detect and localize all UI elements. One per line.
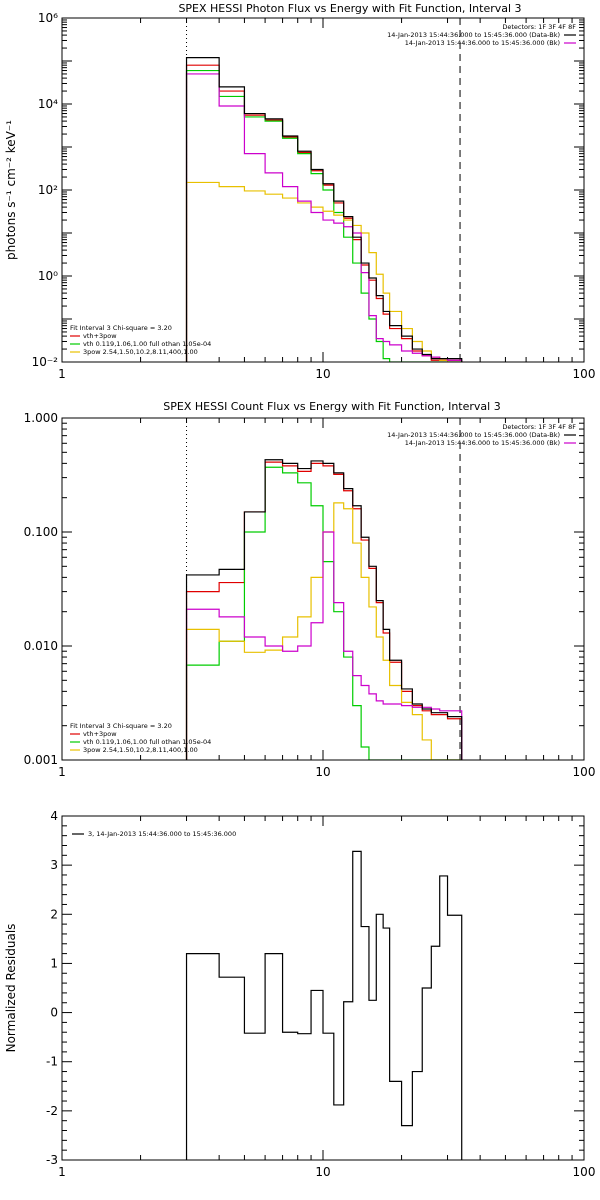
plot-frame (61, 17, 585, 363)
x-tick-label: 1 (58, 765, 66, 779)
y-tick-label: 2 (50, 907, 58, 921)
panel-count-flux: SPEX HESSI Count Flux vs Energy with Fit… (24, 400, 596, 779)
plot-frame (61, 417, 585, 761)
y-tick-label: 10⁶ (38, 11, 58, 25)
legend-detectors: Detectors: 1F 3F 4F 8F (502, 23, 576, 31)
photon-flux-plot: 1 10 100 10⁻² 10⁰ 10² 10⁴ 10⁶ photons s⁻¹ cm⁻² k… (4, 11, 595, 381)
plot-frame (61, 815, 585, 1161)
y-tick-label: 0.001 (24, 753, 58, 767)
y-tick-label: 10⁴ (38, 97, 58, 111)
series-line-vth (185, 69, 462, 362)
chart-title: SPEX HESSI Photon Flux vs Energy with Fi… (178, 2, 521, 15)
y-tick-label: 10² (38, 183, 58, 197)
x-tick-label: 10 (315, 765, 330, 779)
legend-label: 14-Jan-2013 15:44:36.000 to 15:45:36.000… (387, 31, 560, 39)
series-line-vth-3pow (185, 461, 463, 760)
y-tick-label: -2 (46, 1104, 58, 1118)
x-tick-label: 10 (315, 1165, 330, 1179)
count-flux-plot: 1 10 100 0.001 0.010 0.100 1.000 Detectors: 1F … (24, 411, 596, 779)
legend-label: vth+3pow (83, 332, 117, 340)
panel-residuals: 1 10 100 -3 -2 -1 0 1 2 3 4 Normalized Residuals 3, … (4, 809, 595, 1179)
series-line-vth-3pow (185, 64, 463, 362)
y-tick-label: 1 (50, 956, 58, 970)
y-tick-label: 0.100 (24, 525, 58, 539)
y-tick-label: 10⁰ (38, 269, 58, 283)
x-tick-label: 100 (573, 1165, 596, 1179)
x-tick-label: 1 (58, 1165, 66, 1179)
x-tick-label: 100 (573, 765, 596, 779)
legend-label: vth 0.119,1.06,1.00 full othan 1.05e-04 (83, 340, 211, 348)
legend-label: 14-Jan-2013 15:44:36.000 to 15:45:36.000… (405, 39, 560, 47)
y-tick-label: 10⁻² (32, 355, 59, 369)
series-line-bk (185, 73, 463, 362)
y-tick-label: 4 (50, 809, 58, 823)
legend-label: vth+3pow (83, 730, 117, 738)
y-tick-label: 0.010 (24, 639, 58, 653)
legend-fit-header: Fit Interval 3 Chi-square = 3.20 (70, 324, 172, 332)
series-line-3-14-jan-2013-15-44-36-000-to-15-45-36-000 (185, 850, 463, 1160)
legend-label: 3pow 2.54,1.50,10.2,8.11,400,1.00 (83, 348, 198, 356)
residuals-plot: 1 10 100 -3 -2 -1 0 1 2 3 4 Normalized Residuals 3, … (4, 809, 595, 1179)
series-line-data-bk (185, 57, 463, 362)
x-tick-label: 1 (58, 367, 66, 381)
legend-label: 3pow 2.54,1.50,10.2,8.11,400,1.00 (83, 746, 198, 754)
y-axis-label: photons s⁻¹ cm⁻² keV⁻¹ (4, 120, 18, 260)
legend-fit-header: Fit Interval 3 Chi-square = 3.20 (70, 722, 172, 730)
x-tick-label: 100 (573, 367, 596, 381)
series-line-vth (185, 466, 462, 760)
y-axis-label: Normalized Residuals (4, 924, 18, 1053)
legend-label: 14-Jan-2013 15:44:36.000 to 15:45:36.000… (405, 439, 560, 447)
x-tick-label: 10 (315, 367, 330, 381)
series-line-bk (185, 531, 463, 760)
series-line-data-bk (185, 459, 463, 760)
y-tick-label: -1 (46, 1055, 58, 1069)
y-tick-label: 3 (50, 858, 58, 872)
series-line-3pow (185, 502, 462, 760)
series-line-3pow (185, 181, 462, 362)
legend-label: 3, 14-Jan-2013 15:44:36.000 to 15:45:36.… (88, 830, 236, 838)
chart-title: SPEX HESSI Count Flux vs Energy with Fit… (163, 400, 500, 413)
y-tick-label: -3 (46, 1153, 58, 1167)
y-tick-label: 0 (50, 1006, 58, 1020)
legend-label: 14-Jan-2013 15:44:36.000 to 15:45:36.000… (387, 431, 560, 439)
legend-label: vth 0.119,1.06,1.00 full othan 1.05e-04 (83, 738, 211, 746)
panel-photon-flux: SPEX HESSI Photon Flux vs Energy with Fi… (4, 2, 595, 381)
y-tick-label: 1.000 (24, 411, 58, 425)
legend-detectors: Detectors: 1F 3F 4F 8F (502, 423, 576, 431)
